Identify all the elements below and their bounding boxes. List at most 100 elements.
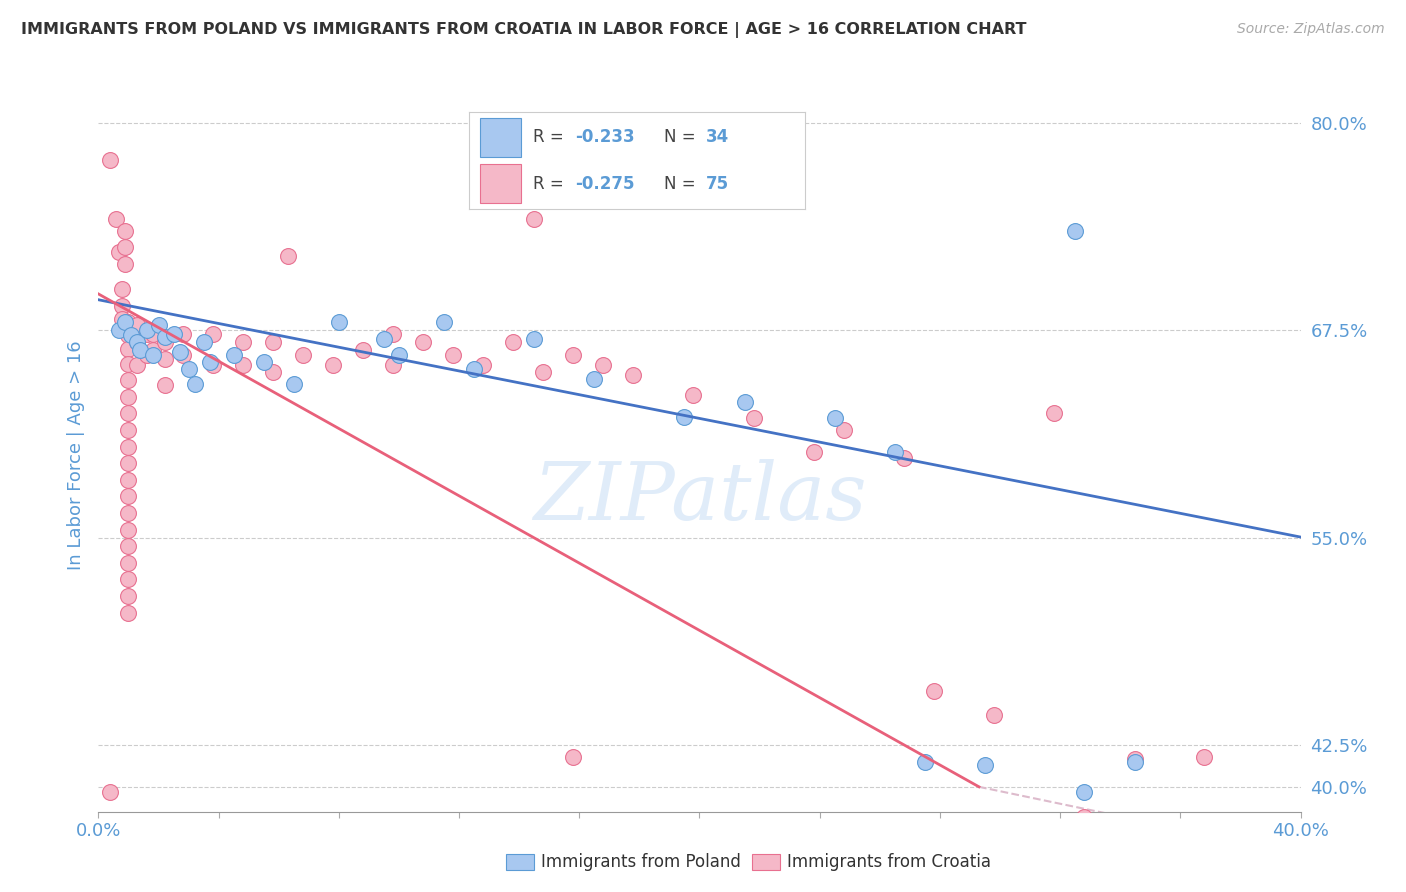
Point [117,573,139,587]
Point [621,368,644,383]
Point [153,334,176,349]
Point [531,365,554,379]
Point [117,373,139,387]
Point [117,357,139,371]
Point [262,334,284,349]
Point [283,376,305,391]
Point [148,318,170,333]
Point [1064,224,1087,238]
Point [277,249,299,263]
Point [177,361,200,376]
Point [388,348,411,362]
Point [201,326,224,341]
Point [381,326,404,341]
Point [253,355,276,369]
Point [262,365,284,379]
Point [523,332,546,346]
Point [141,326,163,341]
Point [169,345,191,359]
Point [328,315,350,329]
Text: Immigrants from Croatia: Immigrants from Croatia [787,853,991,871]
Text: Source: ZipAtlas.com: Source: ZipAtlas.com [1237,22,1385,37]
Point [135,323,157,337]
Point [153,378,176,392]
Point [682,388,704,402]
Point [893,451,915,466]
Point [141,343,163,358]
Point [117,506,139,520]
Point [193,334,215,349]
Point [114,240,136,254]
Point [117,315,139,329]
Point [117,456,139,470]
Point [127,318,149,333]
Point [111,299,134,313]
Point [129,343,152,358]
Point [673,409,696,424]
Point [117,423,139,437]
Point [135,348,157,362]
Point [111,282,134,296]
Point [381,359,404,373]
Point [824,411,846,425]
Point [153,330,176,344]
Point [201,359,224,373]
Point [1123,755,1146,769]
Point [1073,810,1095,824]
Point [108,245,131,260]
Point [562,348,585,362]
Point [523,212,546,227]
Point [322,359,344,373]
Point [472,359,495,373]
Point [117,328,139,343]
Point [172,326,194,341]
Point [117,523,139,537]
Point [592,359,614,373]
Point [117,390,139,404]
Point [117,342,139,356]
Point [117,406,139,420]
Point [141,348,163,362]
Point [974,758,997,772]
Point [105,212,128,227]
Text: Immigrants from Poland: Immigrants from Poland [541,853,741,871]
Point [103,843,125,857]
Point [121,328,143,343]
Point [1043,406,1066,420]
Point [232,334,254,349]
Point [832,423,855,437]
Point [352,343,374,358]
Point [162,326,184,341]
Point [117,606,139,620]
Point [100,785,122,799]
Point [803,444,825,458]
Point [117,473,139,487]
Point [108,323,131,337]
Point [373,332,395,346]
Point [232,359,254,373]
Point [583,371,606,385]
Point [114,224,136,238]
Point [172,348,194,362]
Point [914,755,936,769]
Point [441,348,464,362]
Point [291,348,314,362]
Point [198,355,221,369]
Point [135,326,157,341]
Point [127,334,149,349]
Point [463,361,485,376]
Point [1123,751,1146,765]
Point [111,311,134,326]
Point [502,334,524,349]
Point [127,359,149,373]
Text: ZIPatlas: ZIPatlas [533,459,866,536]
Point [153,351,176,366]
Point [183,376,205,391]
Point [117,440,139,454]
Point [117,490,139,504]
Point [117,556,139,570]
Point [922,683,945,698]
Point [114,315,136,329]
Point [562,750,585,764]
Point [883,444,905,458]
